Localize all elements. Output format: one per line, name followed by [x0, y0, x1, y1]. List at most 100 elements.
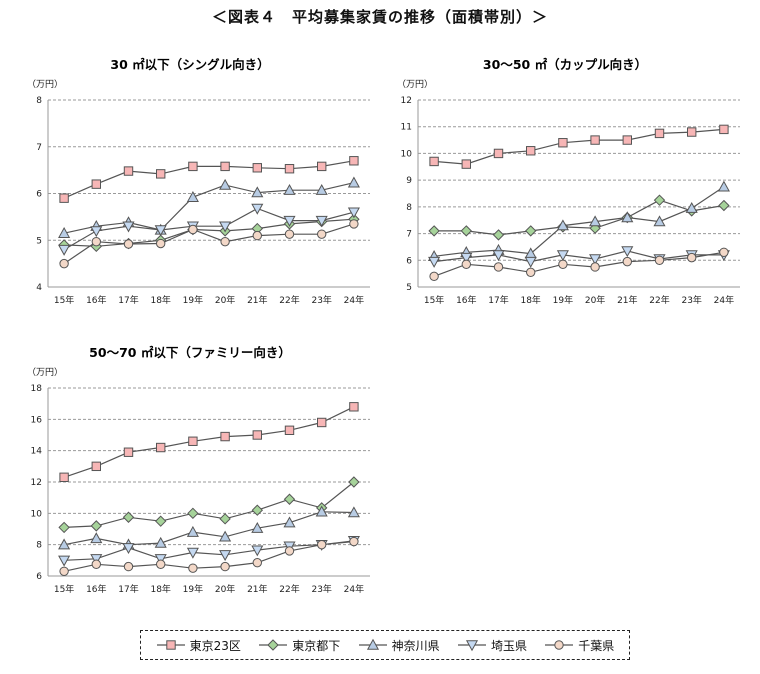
square-marker [123, 166, 134, 176]
x-tick-label: 16年 [86, 294, 106, 306]
circle-marker [622, 256, 633, 267]
triangle-up-marker [283, 183, 296, 195]
x-tick-label: 23年 [311, 583, 331, 595]
triangle-down-marker [90, 554, 103, 565]
diamond-marker [653, 194, 666, 206]
triangle-down-marker [122, 221, 135, 233]
series-line-4 [63, 223, 355, 265]
series-line-2 [434, 186, 725, 257]
triangle-down-marker [465, 640, 479, 652]
y-tick-label: 14 [31, 447, 43, 457]
y-tick-label: 18 [31, 384, 43, 394]
square-marker [349, 402, 359, 412]
triangle-down-marker [186, 547, 199, 559]
square-marker [220, 161, 230, 172]
circle-marker [220, 561, 230, 572]
triangle-up-marker [219, 530, 232, 542]
y-tick-label: 8 [36, 96, 42, 106]
legend-item: 神奈川県 [358, 637, 440, 654]
square-marker [461, 159, 471, 169]
triangle-up-marker [653, 215, 666, 227]
circle-marker [59, 258, 69, 269]
square-marker [349, 156, 359, 166]
series-markers-1 [58, 476, 360, 534]
square-marker [59, 193, 69, 203]
x-tick-label: 24年 [344, 583, 364, 595]
chart-couple-svg: 30～50 ㎡（カップル向き） （万円） 5 6 7 8 9 10 11 12 15年 16年 17年 1… [397, 57, 740, 306]
triangle-down-marker [58, 555, 71, 567]
series-markers-3 [58, 203, 360, 256]
legend-item: 千葉県 [544, 637, 614, 654]
circle-marker [429, 271, 439, 282]
series-markers-2 [428, 180, 730, 261]
series-markers-3 [58, 536, 360, 567]
chart-title: 30～50 ㎡（カップル向き） [483, 57, 647, 72]
diamond-marker [58, 521, 70, 534]
x-tick-label: 15年 [54, 294, 74, 306]
series-markers-0 [429, 124, 729, 169]
square-marker [252, 430, 263, 440]
triangle-up-marker [186, 525, 199, 537]
series-line-2 [63, 182, 355, 234]
square-marker [123, 447, 134, 457]
x-tick-label: 22年 [279, 583, 299, 595]
triangle-up-marker [186, 191, 199, 202]
series-line-3 [434, 250, 724, 263]
series-markers-4 [59, 219, 359, 269]
x-tick-label: 15年 [424, 294, 444, 306]
square-marker [156, 169, 166, 179]
x-tick-label: 16年 [86, 583, 106, 595]
y-tick-label: 4 [36, 283, 42, 293]
triangle-up-marker [556, 219, 569, 231]
triangle-down-marker [492, 250, 505, 262]
x-tick-label: 22年 [279, 294, 299, 306]
square-marker [156, 442, 166, 453]
chart-title: 50～70 ㎡以下（ファミリー向き） [89, 345, 291, 360]
triangle-up-marker [90, 532, 103, 544]
y-tick-label: 12 [31, 478, 42, 488]
square-marker [188, 161, 198, 172]
y-tick-label: 5 [36, 236, 42, 246]
chart-family-svg: 50～70 ㎡以下（ファミリー向き） （万円） 6 8 10 12 14 16 18 15年 16年… [27, 345, 370, 595]
circle-marker [493, 262, 504, 272]
x-tick-label: 19年 [183, 294, 203, 306]
y-tick-label: 7 [406, 230, 412, 240]
page-title: ＜図表４ 平均募集家賃の推移（面積帯別）＞ [211, 8, 548, 26]
series-line-0 [63, 160, 355, 199]
square-marker [317, 161, 327, 172]
x-tick-label: 21年 [617, 294, 637, 306]
triangle-up-marker [58, 538, 71, 550]
square-marker [252, 163, 263, 173]
series-markers-2 [58, 176, 360, 238]
diamond-marker [428, 225, 440, 237]
legend-swatch [259, 639, 288, 651]
triangle-up-marker [621, 211, 634, 223]
triangle-down-marker [154, 554, 167, 565]
circle-marker [123, 561, 134, 572]
x-tick-label: 17年 [118, 583, 138, 595]
series-line-1 [434, 199, 724, 236]
x-tick-label: 23年 [311, 294, 331, 306]
triangle-up-marker [154, 536, 167, 548]
legend-label: 東京23区 [189, 638, 241, 653]
series-line-3 [63, 207, 355, 251]
diamond-marker [187, 507, 199, 520]
square-marker [188, 436, 198, 446]
circle-marker [554, 640, 564, 650]
square-marker [558, 138, 568, 148]
legend-label: 東京都下 [292, 638, 341, 653]
circle-marker [590, 262, 600, 272]
series-line-3 [64, 540, 354, 561]
triangle-down-marker [621, 246, 634, 258]
triangle-down-marker [154, 225, 167, 237]
triangle-down-marker [251, 203, 264, 215]
series-markers-4 [429, 247, 729, 282]
triangle-down-marker [315, 215, 328, 227]
y-tick-label: 6 [406, 256, 412, 266]
square-marker [91, 461, 101, 472]
y-unit-label: （万円） [27, 79, 63, 90]
triangle-down-marker [524, 256, 537, 268]
legend: 東京23区 東京都下 神奈川県 埼玉県 千葉県 [140, 630, 630, 660]
triangle-down-marker [460, 252, 473, 264]
triangle-up-marker [347, 506, 360, 518]
